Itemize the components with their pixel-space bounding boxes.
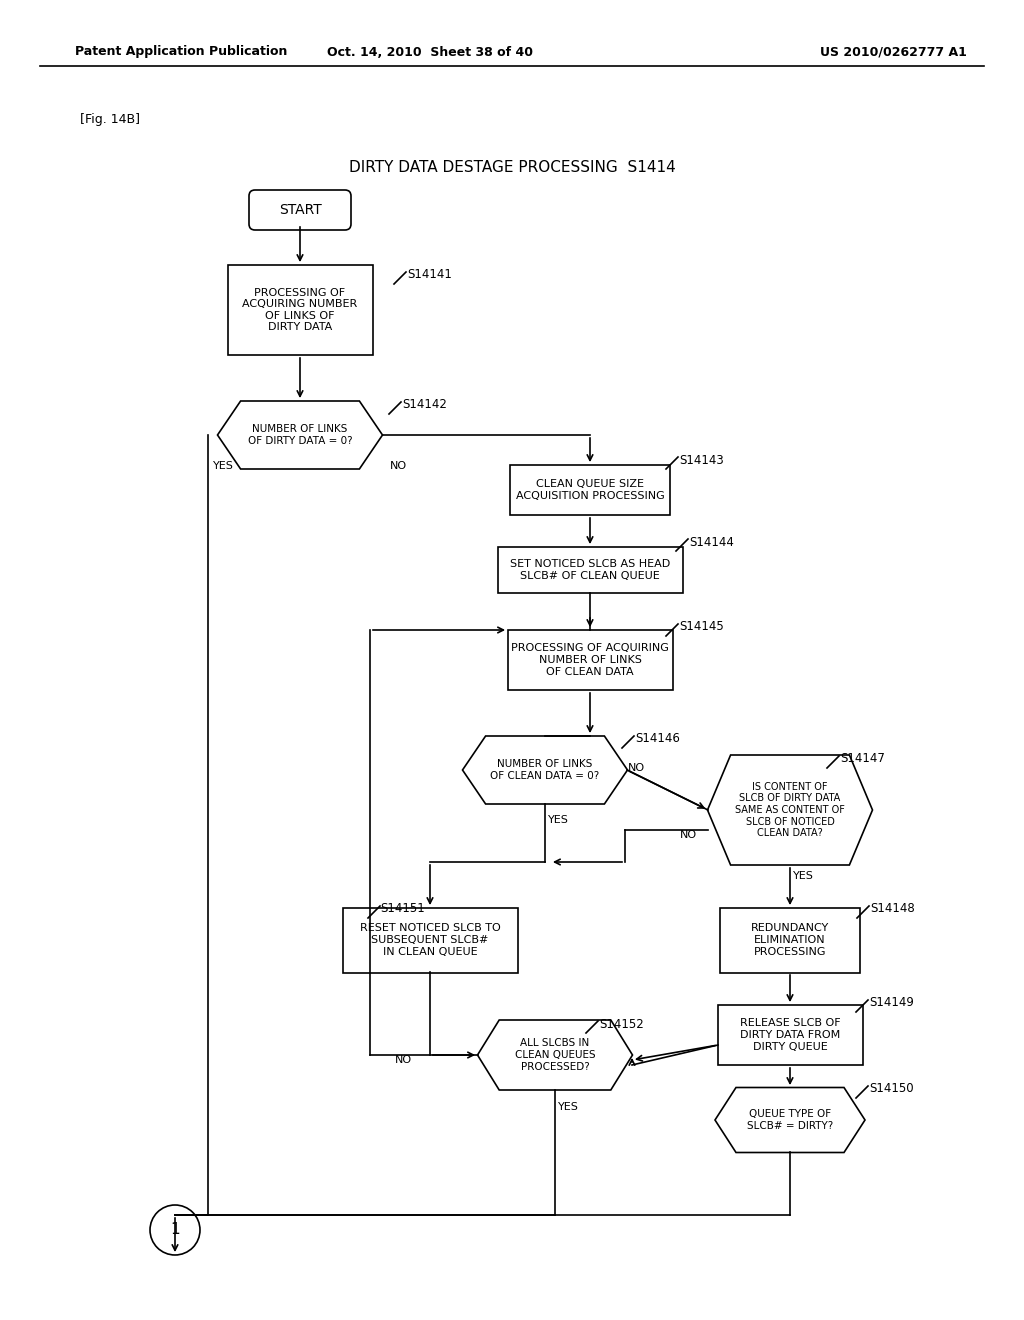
- Text: S14150: S14150: [869, 1082, 913, 1096]
- Text: NUMBER OF LINKS
OF CLEAN DATA = 0?: NUMBER OF LINKS OF CLEAN DATA = 0?: [490, 759, 600, 781]
- Text: S14145: S14145: [679, 620, 724, 634]
- Text: S14147: S14147: [840, 752, 885, 766]
- Text: NO: NO: [680, 830, 697, 840]
- Polygon shape: [477, 1020, 633, 1090]
- Text: SET NOTICED SLCB AS HEAD
SLCB# OF CLEAN QUEUE: SET NOTICED SLCB AS HEAD SLCB# OF CLEAN …: [510, 560, 670, 581]
- Text: S14143: S14143: [679, 454, 724, 466]
- Text: US 2010/0262777 A1: US 2010/0262777 A1: [820, 45, 967, 58]
- FancyBboxPatch shape: [342, 908, 517, 973]
- Polygon shape: [217, 401, 383, 469]
- Text: S14144: S14144: [689, 536, 734, 549]
- FancyBboxPatch shape: [249, 190, 351, 230]
- Polygon shape: [715, 1088, 865, 1152]
- FancyBboxPatch shape: [720, 908, 860, 973]
- Text: S14148: S14148: [870, 903, 914, 916]
- Text: ALL SLCBS IN
CLEAN QUEUES
PROCESSED?: ALL SLCBS IN CLEAN QUEUES PROCESSED?: [515, 1039, 595, 1072]
- Text: PROCESSING OF
ACQUIRING NUMBER
OF LINKS OF
DIRTY DATA: PROCESSING OF ACQUIRING NUMBER OF LINKS …: [243, 288, 357, 333]
- Text: DIRTY DATA DESTAGE PROCESSING  S1414: DIRTY DATA DESTAGE PROCESSING S1414: [348, 161, 676, 176]
- Text: S14146: S14146: [635, 733, 680, 746]
- FancyBboxPatch shape: [718, 1005, 862, 1065]
- Text: IS CONTENT OF
SLCB OF DIRTY DATA
SAME AS CONTENT OF
SLCB OF NOTICED
CLEAN DATA?: IS CONTENT OF SLCB OF DIRTY DATA SAME AS…: [735, 781, 845, 838]
- Text: REDUNDANCY
ELIMINATION
PROCESSING: REDUNDANCY ELIMINATION PROCESSING: [751, 924, 829, 957]
- Text: CLEAN QUEUE SIZE
ACQUISITION PROCESSING: CLEAN QUEUE SIZE ACQUISITION PROCESSING: [516, 479, 665, 500]
- FancyBboxPatch shape: [227, 265, 373, 355]
- Text: NO: NO: [395, 1055, 412, 1065]
- Polygon shape: [463, 737, 628, 804]
- Text: S14152: S14152: [599, 1018, 644, 1031]
- Text: NO: NO: [628, 763, 645, 774]
- Text: [Fig. 14B]: [Fig. 14B]: [80, 114, 140, 127]
- Text: START: START: [279, 203, 322, 216]
- Text: RESET NOTICED SLCB TO
SUBSEQUENT SLCB#
IN CLEAN QUEUE: RESET NOTICED SLCB TO SUBSEQUENT SLCB# I…: [359, 924, 501, 957]
- Text: S14151: S14151: [380, 903, 425, 916]
- Text: QUEUE TYPE OF
SLCB# = DIRTY?: QUEUE TYPE OF SLCB# = DIRTY?: [746, 1109, 834, 1131]
- Text: YES: YES: [793, 871, 814, 880]
- Polygon shape: [708, 755, 872, 865]
- Text: 1: 1: [170, 1222, 180, 1238]
- FancyBboxPatch shape: [508, 630, 673, 690]
- Text: S14149: S14149: [869, 997, 913, 1010]
- Text: YES: YES: [548, 814, 569, 825]
- Text: Oct. 14, 2010  Sheet 38 of 40: Oct. 14, 2010 Sheet 38 of 40: [327, 45, 534, 58]
- FancyBboxPatch shape: [498, 546, 683, 593]
- Text: S14141: S14141: [407, 268, 452, 281]
- FancyBboxPatch shape: [510, 465, 670, 515]
- Text: PROCESSING OF ACQUIRING
NUMBER OF LINKS
OF CLEAN DATA: PROCESSING OF ACQUIRING NUMBER OF LINKS …: [511, 643, 669, 677]
- Text: NUMBER OF LINKS
OF DIRTY DATA = 0?: NUMBER OF LINKS OF DIRTY DATA = 0?: [248, 424, 352, 446]
- Text: RELEASE SLCB OF
DIRTY DATA FROM
DIRTY QUEUE: RELEASE SLCB OF DIRTY DATA FROM DIRTY QU…: [739, 1019, 841, 1052]
- Text: S14142: S14142: [402, 399, 446, 412]
- Text: NO: NO: [390, 461, 408, 471]
- Text: YES: YES: [558, 1102, 579, 1111]
- Text: YES: YES: [213, 461, 233, 471]
- Circle shape: [150, 1205, 200, 1255]
- Text: Patent Application Publication: Patent Application Publication: [75, 45, 288, 58]
